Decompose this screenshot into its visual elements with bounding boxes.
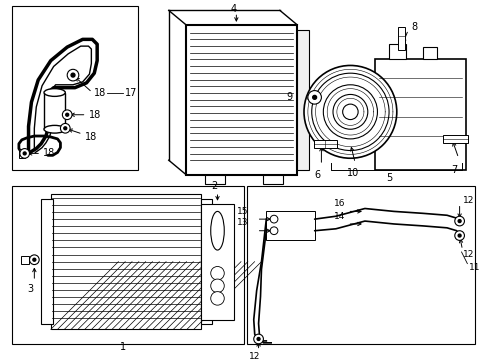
Circle shape: [304, 66, 396, 158]
Text: 2: 2: [211, 181, 217, 191]
Bar: [388, 44, 406, 59]
Circle shape: [454, 216, 464, 226]
Bar: [12, 186, 244, 344]
Circle shape: [71, 73, 75, 77]
Circle shape: [457, 220, 460, 222]
Text: 8: 8: [410, 22, 417, 32]
Bar: [313, 140, 336, 148]
Text: 10: 10: [346, 168, 359, 178]
Text: 12: 12: [462, 251, 473, 260]
Circle shape: [61, 123, 70, 133]
Circle shape: [20, 149, 29, 158]
Circle shape: [210, 266, 224, 280]
Bar: [41, 199, 53, 324]
Circle shape: [323, 85, 377, 139]
Text: 18: 18: [94, 87, 106, 98]
Circle shape: [312, 95, 316, 99]
Text: 1: 1: [120, 342, 126, 352]
Bar: [19, 149, 24, 158]
Bar: [21, 256, 28, 264]
Circle shape: [67, 69, 79, 81]
Bar: [12, 5, 138, 170]
Circle shape: [342, 104, 357, 120]
Bar: [51, 194, 200, 329]
Bar: [186, 25, 297, 175]
Circle shape: [253, 334, 263, 344]
Text: 4: 4: [230, 4, 236, 14]
Text: 12: 12: [462, 196, 473, 205]
Text: 7: 7: [451, 165, 457, 175]
Bar: [205, 175, 224, 184]
Circle shape: [210, 279, 224, 293]
Bar: [297, 30, 308, 170]
Circle shape: [33, 258, 36, 261]
Circle shape: [270, 227, 277, 235]
Text: 18: 18: [84, 132, 97, 142]
Text: 6: 6: [314, 170, 320, 180]
Circle shape: [332, 94, 367, 129]
Circle shape: [210, 292, 224, 305]
Text: 11: 11: [468, 263, 480, 272]
Circle shape: [23, 152, 26, 155]
Bar: [266, 211, 314, 240]
Text: 17: 17: [125, 87, 137, 98]
Bar: [200, 199, 212, 324]
Bar: [44, 93, 65, 129]
Bar: [442, 135, 468, 143]
Circle shape: [62, 110, 72, 120]
Ellipse shape: [210, 211, 224, 250]
Bar: [374, 59, 466, 170]
Text: 15: 15: [237, 207, 248, 216]
Ellipse shape: [44, 125, 65, 133]
Text: 3: 3: [27, 284, 34, 294]
Circle shape: [270, 215, 277, 223]
Bar: [422, 47, 436, 59]
Text: 13: 13: [237, 219, 248, 228]
Circle shape: [29, 255, 39, 265]
Text: 5: 5: [385, 172, 391, 183]
Text: 18: 18: [88, 110, 101, 120]
Text: 12: 12: [248, 352, 260, 360]
Circle shape: [65, 113, 68, 116]
Text: 9: 9: [285, 93, 292, 102]
Bar: [397, 27, 405, 50]
Text: 18: 18: [43, 148, 55, 158]
Circle shape: [311, 73, 388, 150]
Text: 14: 14: [333, 212, 345, 221]
Ellipse shape: [44, 89, 65, 96]
Circle shape: [257, 338, 260, 341]
Bar: [200, 204, 234, 320]
Circle shape: [454, 231, 464, 240]
Bar: [263, 175, 282, 184]
Bar: [246, 186, 474, 344]
Circle shape: [457, 234, 460, 237]
Text: 16: 16: [333, 199, 345, 208]
Circle shape: [307, 91, 321, 104]
Circle shape: [64, 127, 66, 130]
